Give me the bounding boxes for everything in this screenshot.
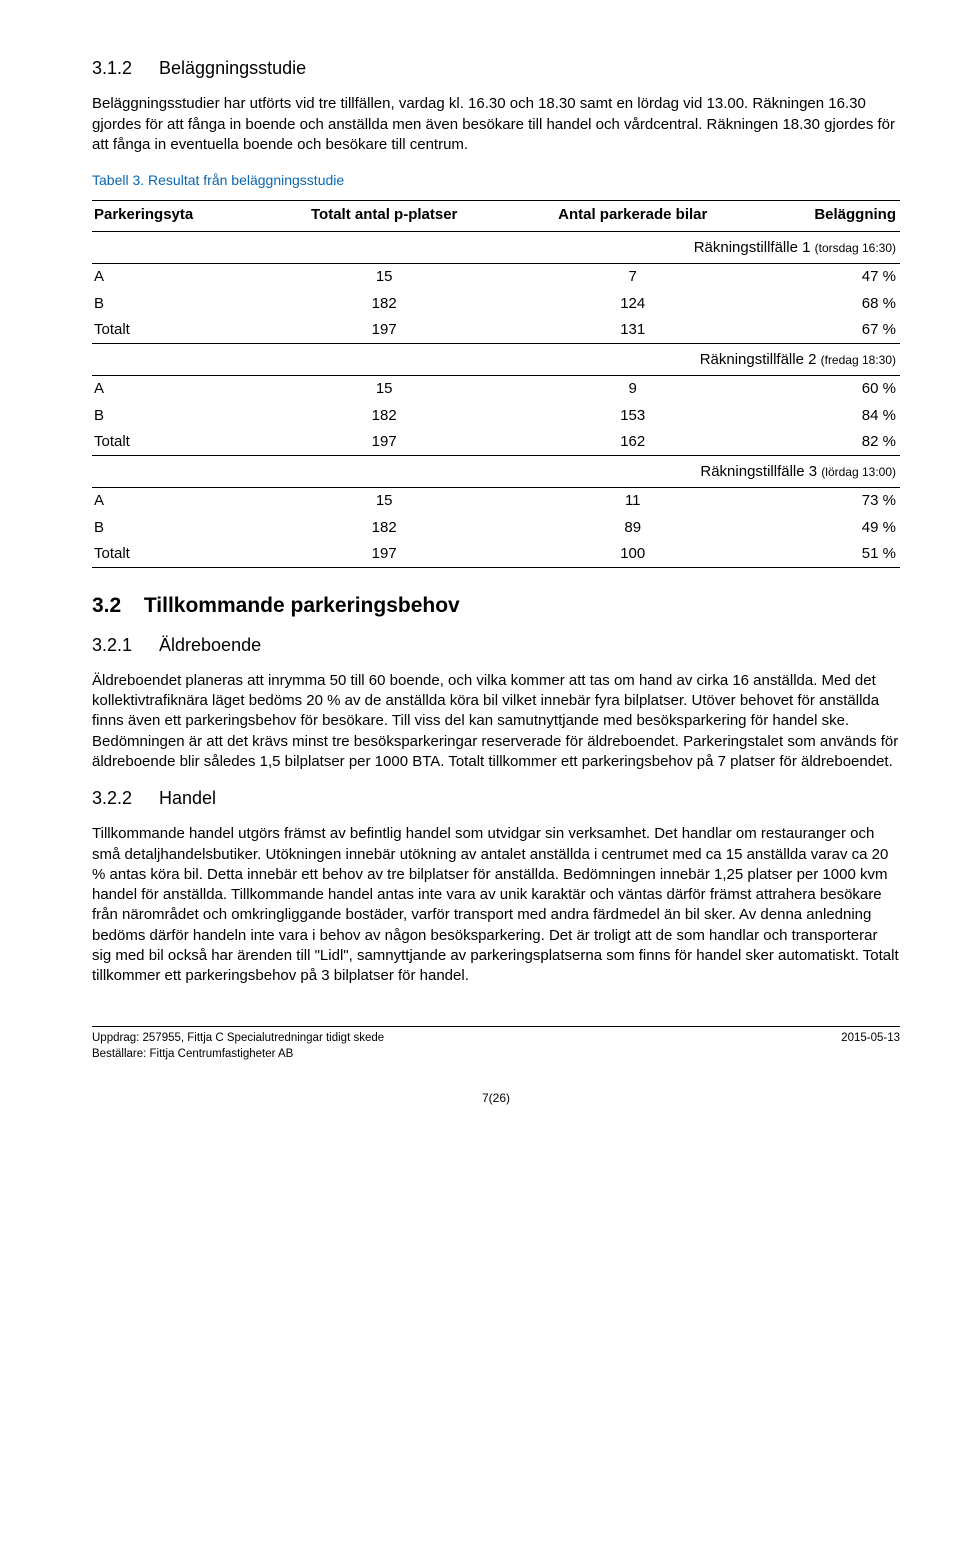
table-row: Totalt19716282 %: [92, 429, 900, 456]
table-section-title: Räkningstillfälle 3 (lördag 13:00): [92, 456, 900, 488]
cell-pct: 82 %: [760, 429, 900, 456]
heading-3-2-2: 3.2.2 Handel: [92, 786, 900, 810]
cell-pplatser: 182: [263, 403, 509, 429]
cell-pct: 51 %: [760, 541, 900, 568]
table-row: B1828949 %: [92, 515, 900, 541]
cell-label: Totalt: [92, 541, 263, 568]
cell-pplatser: 182: [263, 291, 509, 317]
heading-number: 3.2.1: [92, 633, 154, 657]
results-table: Parkeringsyta Totalt antal p-platser Ant…: [92, 200, 900, 568]
heading-number: 3.1.2: [92, 56, 154, 80]
table-row: A15960 %: [92, 376, 900, 403]
footer-uppdrag: Uppdrag: 257955, Fittja C Specialutredni…: [92, 1031, 384, 1047]
cell-label: A: [92, 264, 263, 291]
cell-label: B: [92, 515, 263, 541]
table-row: Totalt19710051 %: [92, 541, 900, 568]
table-row: A151173 %: [92, 488, 900, 515]
cell-pplatser: 15: [263, 376, 509, 403]
heading-number: 3.2: [92, 592, 138, 620]
col-header: Antal parkerade bilar: [509, 200, 760, 231]
cell-parked: 124: [509, 291, 760, 317]
table-section-title: Räkningstillfälle 1 (torsdag 16:30): [92, 232, 900, 264]
cell-label: A: [92, 376, 263, 403]
cell-label: B: [92, 291, 263, 317]
heading-3-2: 3.2 Tillkommande parkeringsbehov: [92, 592, 900, 620]
footer-date: 2015-05-13: [841, 1031, 900, 1062]
paragraph: Beläggningsstudier har utförts vid tre t…: [92, 94, 900, 155]
heading-title: Handel: [159, 788, 216, 808]
col-header: Totalt antal p-platser: [263, 200, 509, 231]
cell-parked: 153: [509, 403, 760, 429]
heading-title: Tillkommande parkeringsbehov: [144, 594, 460, 617]
page-footer: Uppdrag: 257955, Fittja C Specialutredni…: [92, 1026, 900, 1062]
col-header: Parkeringsyta: [92, 200, 263, 231]
heading-title: Äldreboende: [159, 635, 261, 655]
cell-parked: 131: [509, 317, 760, 344]
cell-pplatser: 15: [263, 264, 509, 291]
cell-parked: 89: [509, 515, 760, 541]
table-row: A15747 %: [92, 264, 900, 291]
cell-label: B: [92, 403, 263, 429]
cell-label: Totalt: [92, 429, 263, 456]
cell-pct: 60 %: [760, 376, 900, 403]
cell-pct: 68 %: [760, 291, 900, 317]
cell-pct: 47 %: [760, 264, 900, 291]
cell-pplatser: 197: [263, 317, 509, 344]
page-number: 7(26): [92, 1090, 900, 1106]
cell-pct: 84 %: [760, 403, 900, 429]
heading-3-2-1: 3.2.1 Äldreboende: [92, 633, 900, 657]
table-row: Totalt19713167 %: [92, 317, 900, 344]
cell-pplatser: 15: [263, 488, 509, 515]
cell-label: Totalt: [92, 317, 263, 344]
cell-pct: 67 %: [760, 317, 900, 344]
col-header: Beläggning: [760, 200, 900, 231]
footer-bestallare: Beställare: Fittja Centrumfastigheter AB: [92, 1047, 384, 1063]
cell-pct: 49 %: [760, 515, 900, 541]
heading-number: 3.2.2: [92, 786, 154, 810]
cell-parked: 162: [509, 429, 760, 456]
table-row: B18212468 %: [92, 291, 900, 317]
cell-parked: 100: [509, 541, 760, 568]
cell-parked: 7: [509, 264, 760, 291]
cell-pplatser: 197: [263, 541, 509, 568]
cell-parked: 11: [509, 488, 760, 515]
paragraph: Tillkommande handel utgörs främst av bef…: [92, 824, 900, 986]
cell-parked: 9: [509, 376, 760, 403]
heading-3-1-2: 3.1.2 Beläggningsstudie: [92, 56, 900, 80]
table-section-title: Räkningstillfälle 2 (fredag 18:30): [92, 344, 900, 376]
cell-pct: 73 %: [760, 488, 900, 515]
cell-pplatser: 197: [263, 429, 509, 456]
table-caption: Tabell 3. Resultat från beläggningsstudi…: [92, 171, 900, 190]
paragraph: Äldreboendet planeras att inrymma 50 til…: [92, 671, 900, 772]
cell-label: A: [92, 488, 263, 515]
cell-pplatser: 182: [263, 515, 509, 541]
table-row: B18215384 %: [92, 403, 900, 429]
heading-title: Beläggningsstudie: [159, 58, 306, 78]
